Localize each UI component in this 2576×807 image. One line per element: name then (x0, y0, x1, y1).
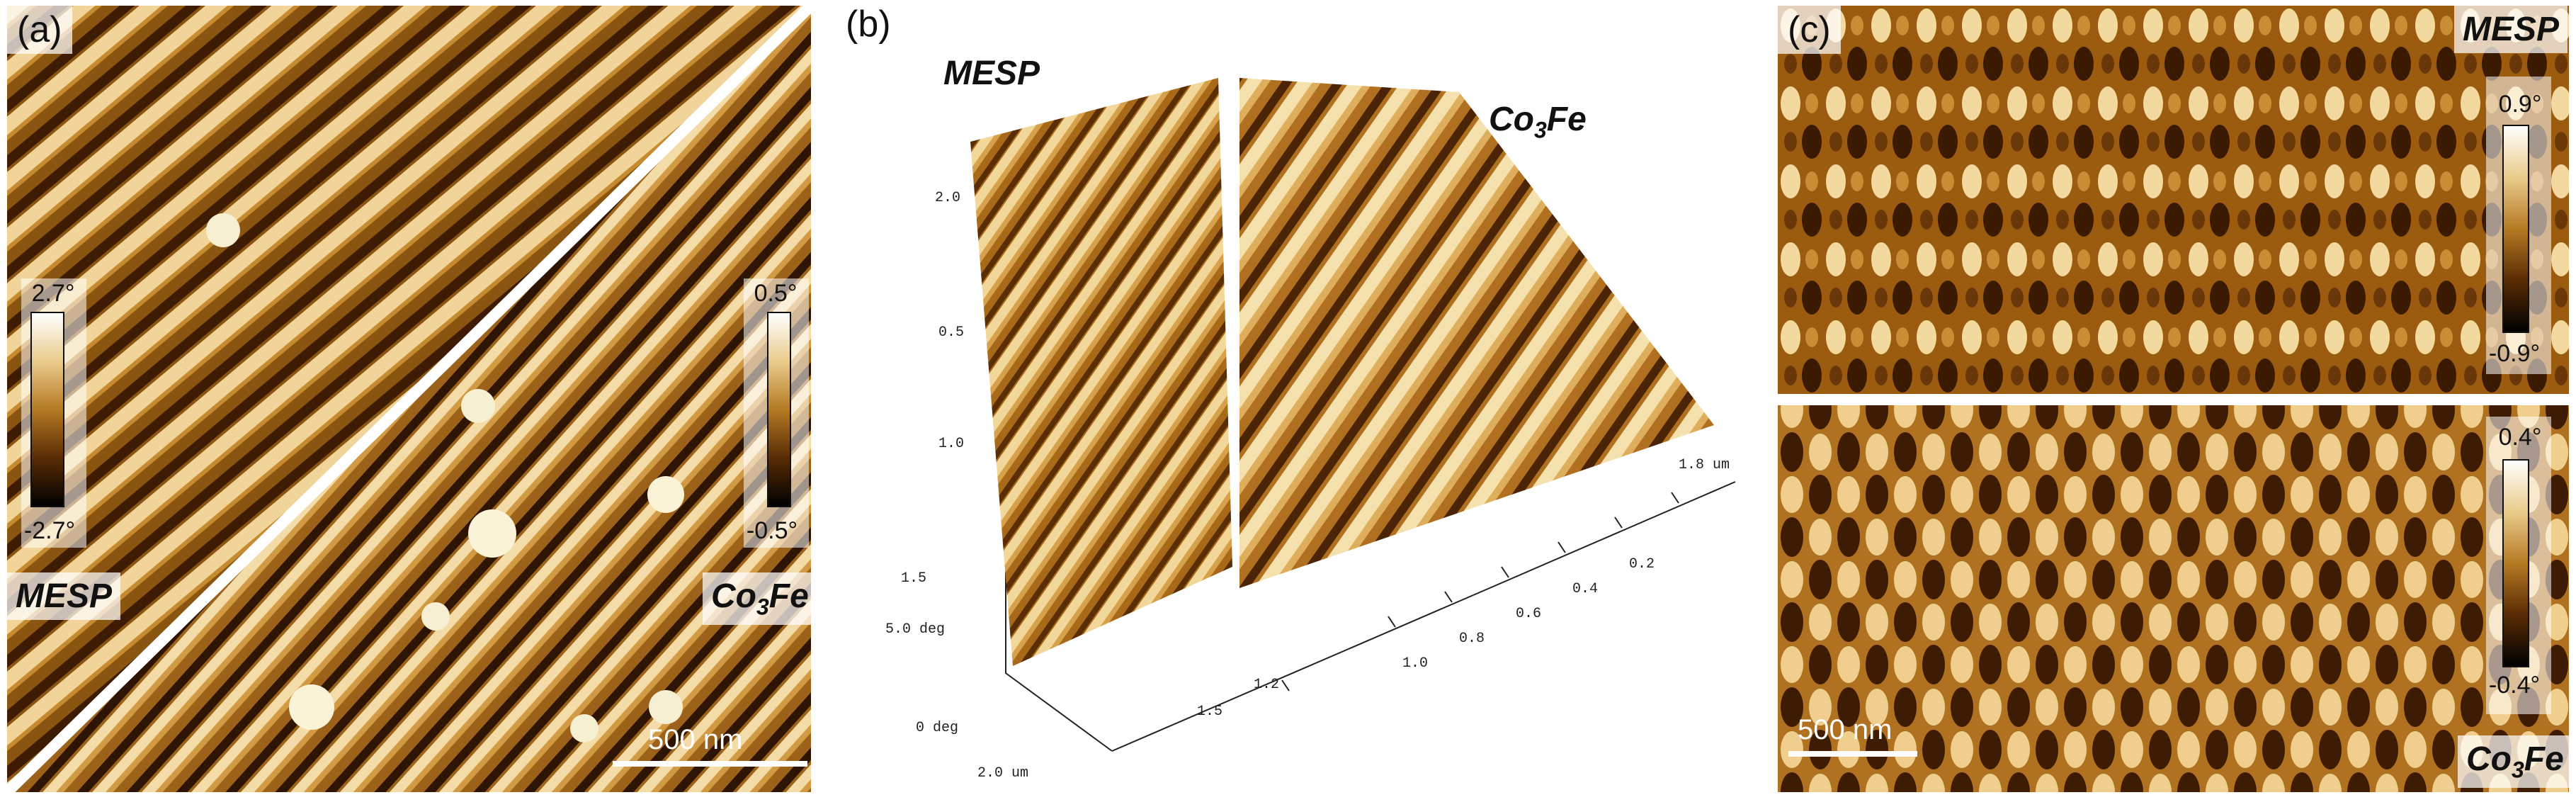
scale-bar-label-a: 500 nm (648, 724, 743, 755)
colorbar-left-gradient (30, 312, 64, 507)
tick (1501, 566, 1509, 578)
axis-tick-left-2: 1.0 (938, 436, 965, 452)
image-divider (1778, 394, 2569, 405)
image-top-mesp (1778, 6, 2569, 394)
axis-tick-left-0: 2.0 (935, 190, 961, 206)
axis-tick-right-6: 1.2 (1254, 677, 1280, 693)
material-subscript: 3 (2511, 757, 2524, 783)
panel-c-image (1778, 6, 2569, 792)
scale-bar-c (1788, 751, 1917, 757)
surface-co3fe (1239, 78, 1714, 588)
axis-tick-front: 1.5 (1197, 704, 1223, 720)
tick (1281, 679, 1290, 692)
tick (1557, 541, 1566, 553)
colorbar-bottom-gradient (2502, 459, 2529, 667)
material-label-co3fe-c: Co3Fe (2458, 735, 2569, 788)
material-text: Co (711, 577, 756, 615)
material-text: MESP (943, 55, 1040, 92)
scale-bar-a (613, 761, 807, 767)
axis-tick-right-2: 0.4 (1572, 581, 1599, 597)
particle (570, 714, 598, 743)
panel-label-c: (c) (1778, 6, 1841, 54)
material-label-co3fe-b: Co3Fe (1480, 96, 1595, 148)
axis-tick-right-3: 0.6 (1516, 606, 1542, 622)
axis-tick-right-4: 0.8 (1459, 631, 1485, 647)
axis-tick-left-3: 1.5 (901, 570, 927, 587)
tick (1671, 492, 1679, 504)
panel-b: (b) MESP Co3Fe 2.0 0.5 1.0 1.5 5.0 deg 0… (836, 0, 1764, 807)
panel-a-image (7, 6, 811, 792)
colorbar-bottom-min: -0.4° (2488, 672, 2541, 699)
material-text: Co (2466, 740, 2512, 778)
axis-tick-right-0: 1.8 um (1679, 457, 1730, 473)
particle (468, 509, 516, 558)
colorbar-right-min: -0.5° (746, 517, 798, 544)
panel-a: (a) 2.7° -2.7° 0.5° -0.5° MESP Co3Fe 500… (7, 6, 811, 792)
material-label-mesp-a: MESP (7, 572, 121, 620)
panel-label-b: (b) (846, 4, 891, 45)
scale-bar-label-c: 500 nm (1798, 714, 1893, 745)
axis-tick-right-1: 0.2 (1629, 556, 1655, 572)
panel-c: (c) MESP 0.9° -0.9° 0.4° -0.4° 500 nm Co… (1778, 6, 2569, 792)
panel-label-a: (a) (7, 6, 72, 54)
axis-tick-bottom-left: 2.0 um (977, 765, 1029, 781)
material-subscript: 3 (1533, 117, 1547, 143)
particle (206, 213, 240, 247)
colorbar-left-min: -2.7° (23, 517, 76, 544)
particle (421, 602, 450, 631)
colorbar-top-gradient (2502, 125, 2529, 333)
material-text: Co (1489, 101, 1534, 138)
particle (289, 684, 334, 730)
material-label-co3fe-a: Co3Fe (703, 572, 811, 625)
diagonal-divider (7, 6, 811, 792)
colorbar-top-max: 0.9° (2498, 91, 2542, 118)
tick (1614, 517, 1623, 529)
material-text: MESP (2463, 11, 2560, 48)
colorbar-right-gradient (767, 312, 791, 507)
material-text-tail: Fe (1546, 101, 1587, 138)
material-label-mesp-c: MESP (2454, 6, 2568, 53)
axis-tick-left-1: 0.5 (938, 325, 965, 341)
surface-mesp (970, 78, 1232, 666)
material-text-tail: Fe (768, 577, 809, 615)
panel-b-3d-surface (970, 71, 1736, 752)
tick (1388, 616, 1396, 628)
particle (647, 476, 684, 513)
image-bottom-co3fe (1778, 405, 2569, 792)
axis-z-top: 5.0 deg (885, 621, 946, 638)
material-label-mesp-b: MESP (935, 50, 1048, 97)
tick (1444, 591, 1453, 603)
material-text: MESP (16, 577, 113, 615)
axis-z-bottom: 0 deg (916, 720, 959, 736)
axis-tick-right-5: 1.0 (1402, 655, 1429, 672)
axis-bottom (1111, 594, 1474, 752)
material-text-tail: Fe (2524, 740, 2564, 778)
colorbar-left-max: 2.7° (31, 280, 75, 307)
particle (649, 690, 683, 724)
material-subscript: 3 (756, 594, 769, 620)
axis-right (1473, 481, 1736, 596)
colorbar-right-max: 0.5° (754, 280, 798, 307)
particle (461, 389, 495, 423)
colorbar-bottom-max: 0.4° (2498, 424, 2542, 451)
colorbar-top-min: -0.9° (2488, 340, 2541, 367)
